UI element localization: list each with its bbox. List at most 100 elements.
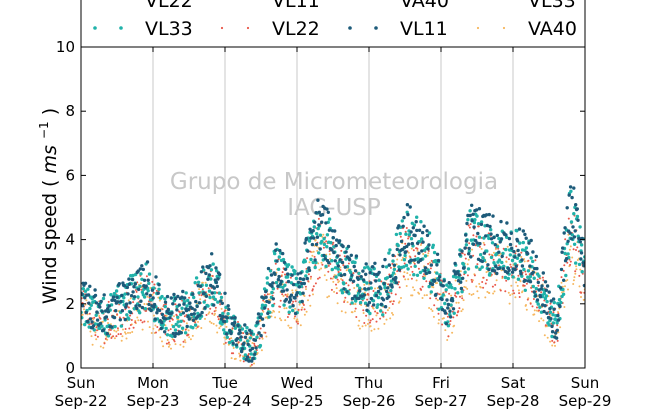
data-point-vl33 xyxy=(222,328,226,332)
data-point-vl11 xyxy=(81,292,84,297)
data-point-va40 xyxy=(400,297,402,299)
data-point-vl33 xyxy=(467,249,471,253)
data-point-vl11 xyxy=(253,338,258,342)
data-point-vl11 xyxy=(551,297,556,301)
data-point-vl11 xyxy=(222,320,227,324)
data-point-vl11 xyxy=(171,302,175,306)
data-point-vl11 xyxy=(264,289,268,294)
data-point-vl33 xyxy=(515,256,520,260)
data-point-vl22 xyxy=(531,290,533,293)
data-point-vl22 xyxy=(119,333,122,335)
data-point-vl11 xyxy=(576,218,580,222)
data-point-vl11 xyxy=(169,296,173,300)
data-point-vl11 xyxy=(343,265,347,269)
data-point-vl22 xyxy=(345,282,348,285)
data-point-vl11 xyxy=(87,301,91,305)
data-point-vl33 xyxy=(552,300,556,305)
data-point-vl33 xyxy=(340,291,345,295)
data-point-vl11 xyxy=(543,304,547,308)
data-point-vl11 xyxy=(251,356,255,361)
data-point-va40 xyxy=(374,287,376,290)
data-point-vl22 xyxy=(107,300,110,303)
data-point-vl11 xyxy=(240,347,245,351)
data-point-vl22 xyxy=(143,320,146,323)
data-point-vl11 xyxy=(422,224,426,228)
data-point-vl22 xyxy=(491,285,494,288)
data-point-vl22 xyxy=(531,305,534,308)
legend-marker-vl22 xyxy=(220,26,224,30)
data-point-vl11 xyxy=(187,317,191,321)
data-point-vl22 xyxy=(96,329,98,332)
data-point-vl11 xyxy=(290,273,294,277)
data-point-vl33 xyxy=(132,307,137,311)
data-point-vl33 xyxy=(258,343,263,348)
data-point-vl11 xyxy=(451,307,456,311)
data-point-vl33 xyxy=(206,304,210,308)
data-point-vl33 xyxy=(487,236,491,241)
data-point-vl11 xyxy=(430,282,435,287)
data-point-va40 xyxy=(268,293,271,296)
data-point-va40 xyxy=(316,249,319,252)
data-point-vl11 xyxy=(300,299,304,304)
data-point-va40 xyxy=(283,307,286,310)
data-point-vl33 xyxy=(391,259,395,263)
data-point-va40 xyxy=(294,307,297,310)
x-tick-label-date: Sep-25 xyxy=(271,392,324,409)
data-point-vl11 xyxy=(536,280,540,285)
data-point-vl22 xyxy=(309,250,312,253)
data-point-va40 xyxy=(218,327,221,330)
data-point-va40 xyxy=(466,287,469,290)
data-point-vl11 xyxy=(484,234,488,238)
data-point-vl22 xyxy=(380,280,383,283)
data-point-va40 xyxy=(165,314,168,317)
data-point-vl22 xyxy=(390,292,393,295)
data-point-vl11 xyxy=(94,301,99,305)
data-point-vl11 xyxy=(151,296,155,300)
data-point-vl22 xyxy=(362,309,365,312)
data-point-vl11 xyxy=(394,275,398,280)
data-point-vl11 xyxy=(286,279,291,284)
data-point-va40 xyxy=(471,248,474,251)
data-point-vl33 xyxy=(357,271,361,276)
data-point-vl22 xyxy=(544,324,547,327)
data-point-vl22 xyxy=(273,302,276,305)
data-point-vl33 xyxy=(233,326,237,330)
data-point-vl11 xyxy=(273,272,277,276)
data-point-va40 xyxy=(574,272,577,275)
x-tick-label-day: Sat xyxy=(501,374,526,392)
data-point-vl22 xyxy=(106,318,109,321)
data-point-va40 xyxy=(413,289,416,291)
data-point-vl33 xyxy=(147,281,151,286)
data-point-va40 xyxy=(457,301,460,304)
data-point-vl22 xyxy=(468,242,471,245)
data-point-vl22 xyxy=(205,314,208,316)
data-point-vl11 xyxy=(405,203,410,207)
data-point-vl22 xyxy=(232,352,235,355)
data-point-vl11 xyxy=(427,270,432,275)
data-point-vl11 xyxy=(516,248,520,253)
data-point-vl22 xyxy=(528,273,531,276)
data-point-va40 xyxy=(412,286,414,289)
data-point-vl11 xyxy=(201,265,205,269)
data-point-vl22 xyxy=(173,340,176,343)
data-point-vl33 xyxy=(456,291,460,295)
data-point-vl11 xyxy=(155,311,159,315)
data-point-vl11 xyxy=(554,336,559,340)
data-point-vl33 xyxy=(441,293,445,297)
data-point-vl22 xyxy=(347,284,350,287)
data-point-vl11 xyxy=(249,331,253,335)
data-point-va40 xyxy=(318,268,321,271)
data-point-vl11 xyxy=(456,270,460,274)
data-point-vl33 xyxy=(407,233,412,237)
data-point-vl22 xyxy=(562,269,565,272)
data-point-vl22 xyxy=(294,315,296,318)
data-point-vl11 xyxy=(562,278,566,282)
legend-marker-va40 xyxy=(502,26,506,30)
data-point-va40 xyxy=(94,331,97,334)
data-point-vl22 xyxy=(478,245,481,248)
data-point-vl22 xyxy=(285,281,288,284)
data-point-vl11 xyxy=(160,320,164,325)
data-point-va40 xyxy=(311,254,314,257)
data-point-va40 xyxy=(492,251,495,254)
